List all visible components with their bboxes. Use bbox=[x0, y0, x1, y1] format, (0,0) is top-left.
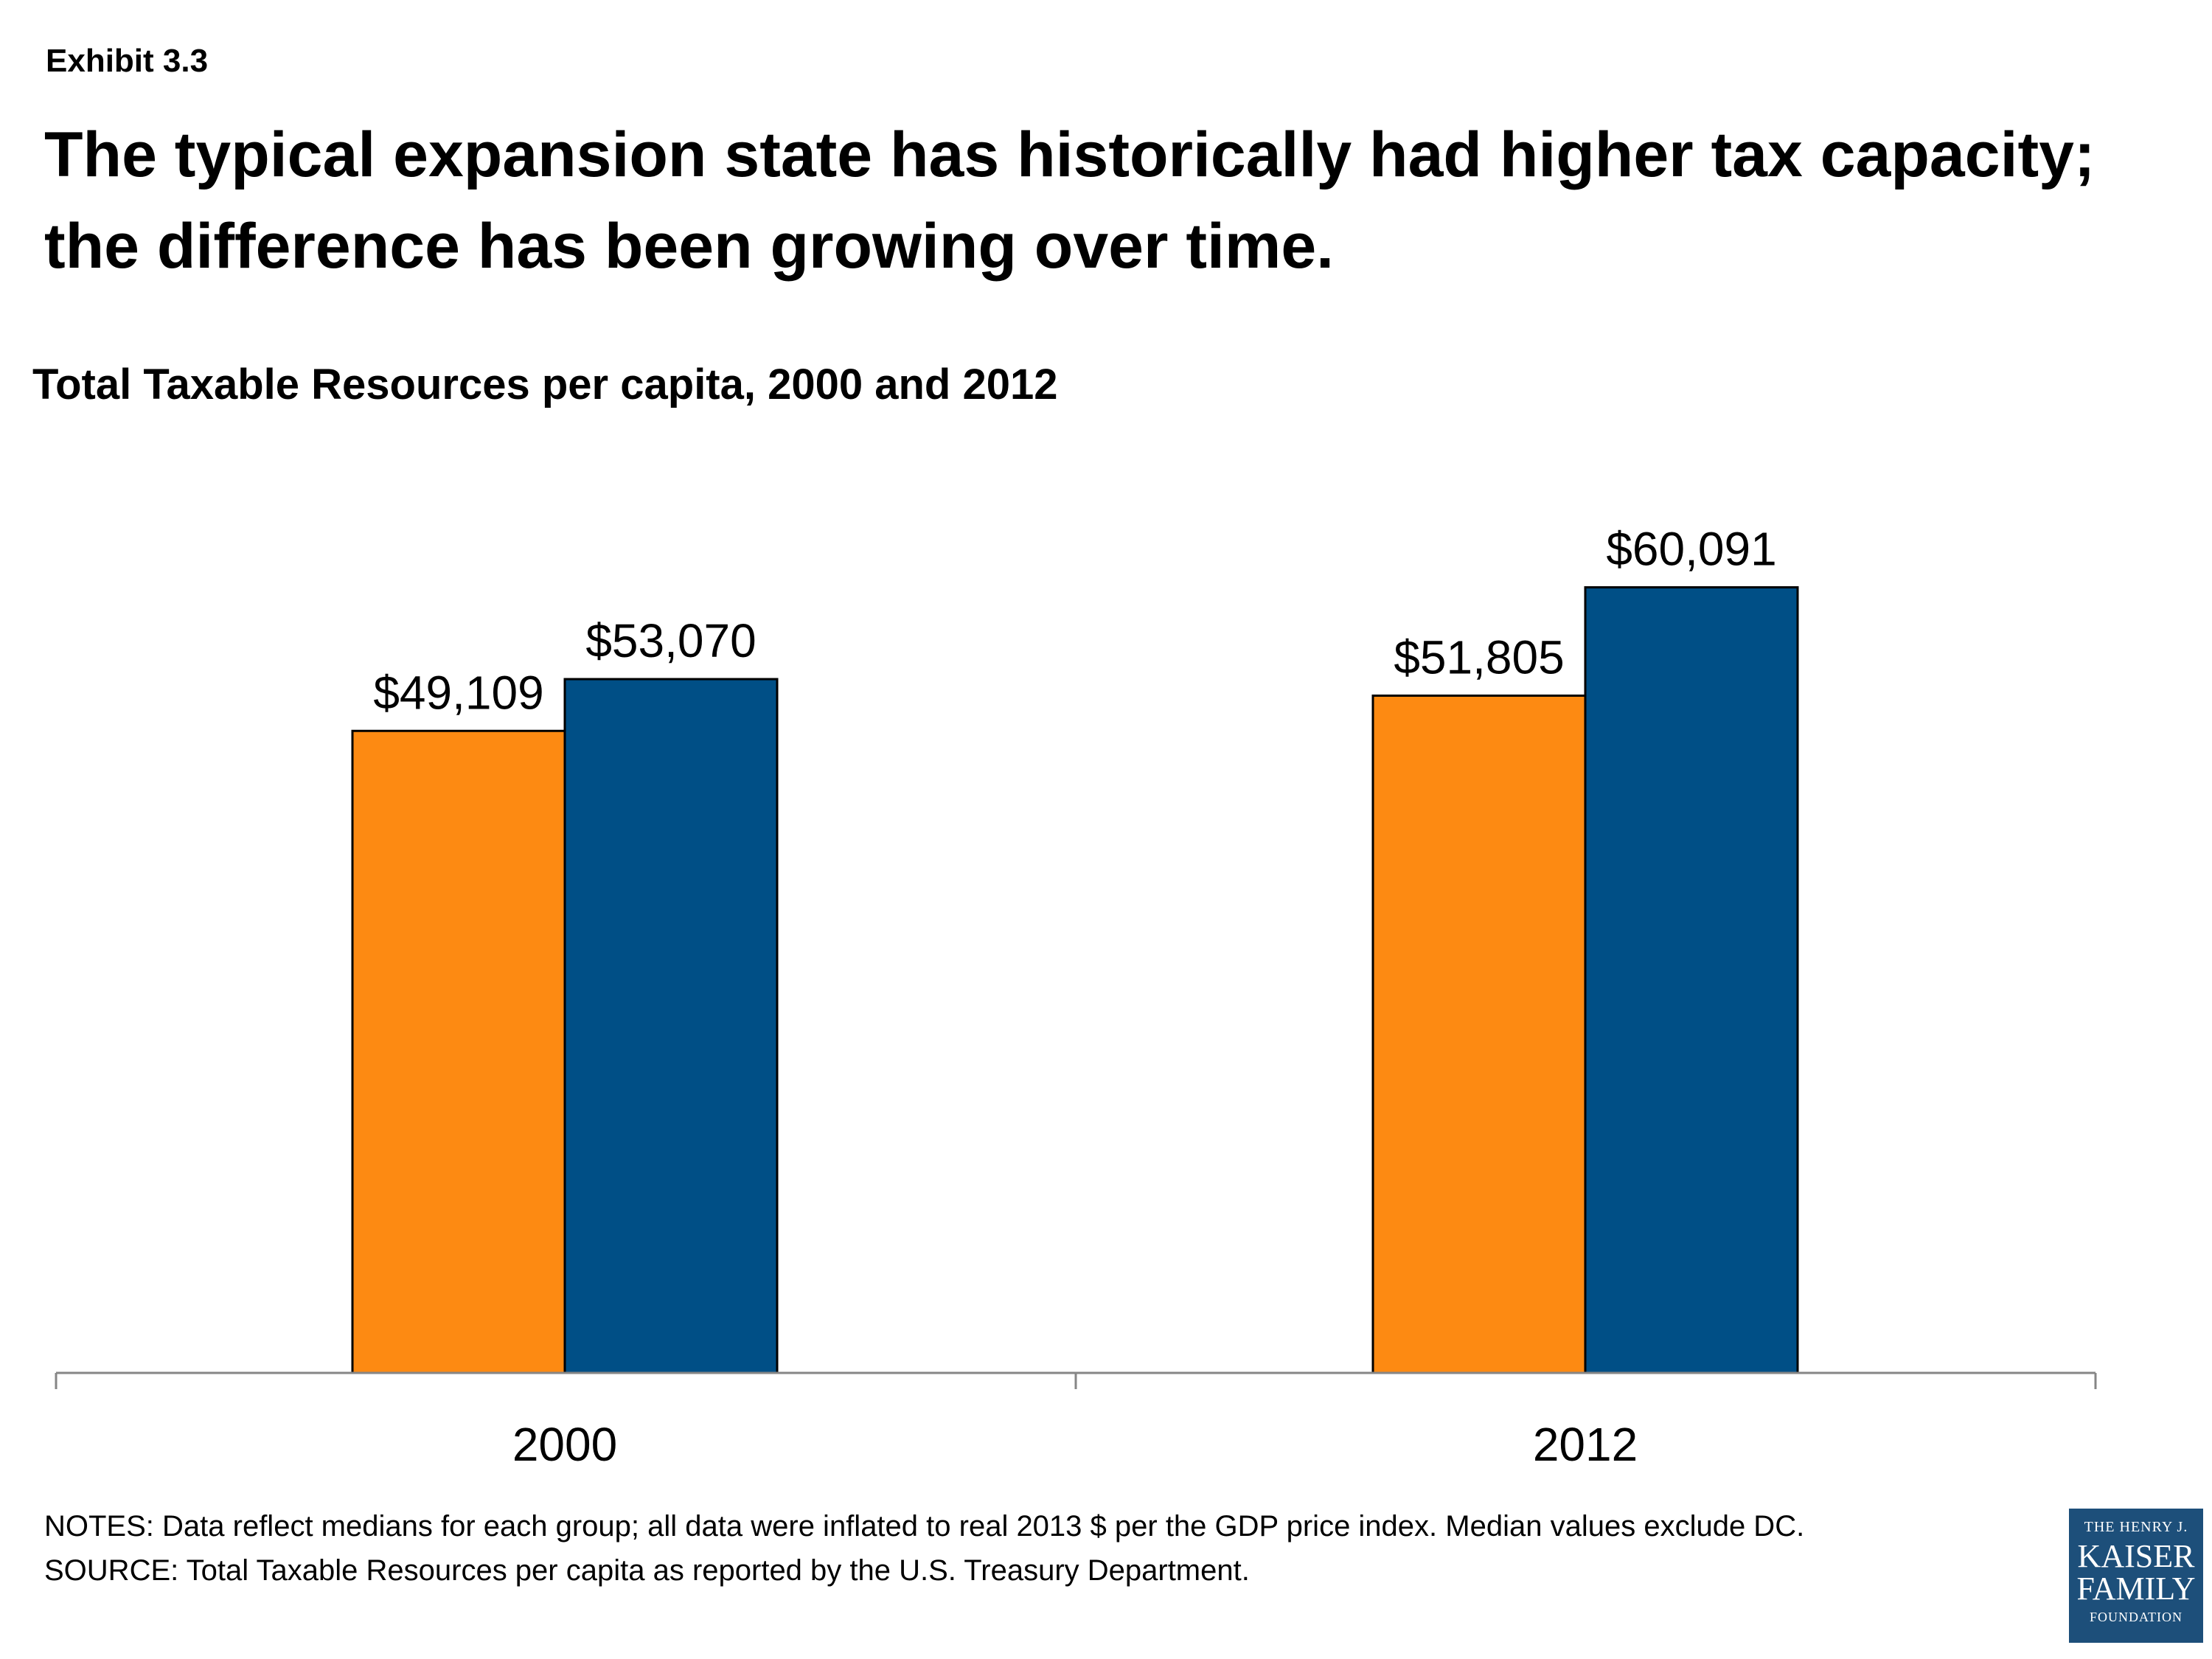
logo-line-3: FAMILY bbox=[2076, 1571, 2196, 1607]
logo-line-1: THE HENRY J. bbox=[2084, 1519, 2188, 1535]
data-label-2012-series-2: $60,091 bbox=[1606, 523, 1776, 576]
chart-title: Total Taxable Resources per capita, 2000… bbox=[32, 361, 1058, 408]
data-label-2012-series-1: $51,805 bbox=[1394, 630, 1564, 684]
source-text: SOURCE: Total Taxable Resources per capi… bbox=[44, 1554, 1250, 1587]
logo-line-4: FOUNDATION bbox=[2090, 1610, 2183, 1624]
exhibit-label: Exhibit 3.3 bbox=[46, 43, 209, 79]
footnotes: NOTES: Data reflect medians for each gro… bbox=[44, 1504, 2065, 1593]
bar-2000-series-1 bbox=[351, 729, 566, 1374]
bar-2000-series-2 bbox=[563, 678, 779, 1374]
data-label-2000-series-1: $49,109 bbox=[373, 666, 543, 719]
x-tick-label-2000: 2000 bbox=[512, 1418, 617, 1471]
kff-logo: THE HENRY J. KAISER FAMILY FOUNDATION bbox=[2069, 1509, 2203, 1643]
bar-2012-series-2 bbox=[1584, 586, 1799, 1374]
bar-chart: $49,109 $51,805 $53,070 $60,091 2000 2012 bbox=[55, 523, 2097, 1471]
notes-text: NOTES: Data reflect medians for each gro… bbox=[44, 1510, 1805, 1543]
bar-2012-series-1 bbox=[1371, 694, 1587, 1374]
x-tick-label-2012: 2012 bbox=[1533, 1418, 1638, 1471]
page-title: The typical expansion state has historic… bbox=[44, 119, 2096, 282]
logo-line-2: KAISER bbox=[2077, 1538, 2195, 1574]
data-label-2000-series-2: $53,070 bbox=[585, 614, 756, 667]
